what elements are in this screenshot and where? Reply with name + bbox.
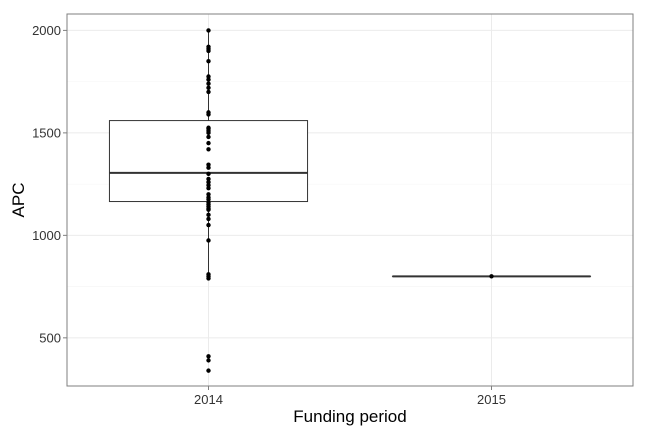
data-point [206,77,211,82]
data-point [206,112,211,117]
data-point [206,130,211,136]
data-point [206,28,211,33]
data-point [206,207,211,212]
y-tick-label: 1000 [32,228,61,243]
box-plots [108,30,592,279]
data-point [206,171,211,177]
data-point [206,368,211,373]
data-points [206,28,494,373]
plot-panel-border [66,13,634,387]
axis-ticks: 500 1000 1500 2000 2014 2015 [32,23,506,407]
data-point [206,358,211,363]
y-tick-label: 2000 [32,23,61,38]
data-point [206,165,211,170]
data-point [206,85,211,90]
data-point [206,179,211,185]
x-axis-title: Funding period [293,407,406,426]
data-point [206,192,211,197]
data-point [206,182,211,188]
data-point [206,212,211,218]
data-point [206,74,211,79]
data-point [206,89,211,95]
y-tick-label: 1500 [32,125,61,140]
data-point [206,134,211,140]
data-point [206,81,211,86]
data-point [206,238,211,243]
data-point [206,140,211,146]
data-point [206,186,211,191]
data-point [206,276,211,281]
data-point [206,48,211,54]
y-tick-label: 500 [39,330,61,345]
data-point [206,176,211,182]
data-point [206,222,211,228]
data-point [206,354,211,359]
x-tick-label: 2015 [477,392,506,407]
data-point [206,197,211,202]
data-point [206,216,211,222]
x-tick-label: 2014 [194,392,223,407]
y-axis-title: APC [9,183,28,218]
data-point [206,147,211,152]
data-point [489,274,494,279]
data-point [206,58,211,64]
data-point [206,162,211,167]
